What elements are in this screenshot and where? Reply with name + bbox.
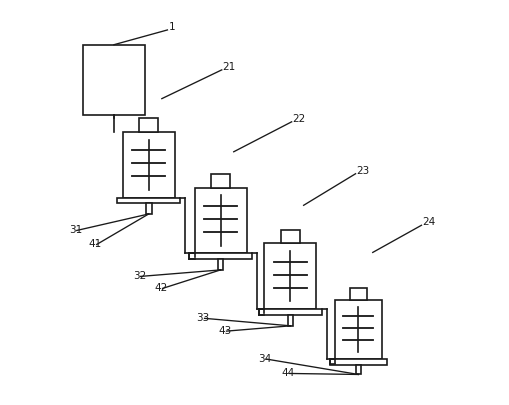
- Bar: [288, 315, 293, 326]
- Bar: [146, 203, 152, 214]
- Bar: [139, 118, 158, 132]
- Text: 24: 24: [422, 217, 436, 228]
- Bar: [218, 259, 223, 270]
- Text: 33: 33: [196, 313, 210, 323]
- Bar: [117, 198, 180, 203]
- Bar: [259, 309, 322, 315]
- Text: 32: 32: [133, 271, 146, 281]
- Bar: [123, 132, 175, 198]
- Text: 44: 44: [281, 369, 295, 378]
- Bar: [265, 243, 317, 309]
- Bar: [189, 254, 252, 259]
- Bar: [330, 360, 387, 365]
- Text: 22: 22: [293, 114, 306, 124]
- Text: 23: 23: [356, 166, 370, 175]
- Text: 42: 42: [155, 284, 168, 293]
- Text: 41: 41: [89, 239, 102, 249]
- Text: 21: 21: [222, 62, 236, 72]
- Bar: [281, 230, 300, 243]
- Bar: [194, 188, 246, 254]
- Text: 34: 34: [259, 354, 272, 364]
- Text: 1: 1: [168, 22, 175, 32]
- Bar: [350, 288, 367, 300]
- Text: 31: 31: [69, 226, 82, 235]
- Text: 43: 43: [218, 326, 232, 336]
- Bar: [335, 300, 382, 360]
- Bar: [83, 45, 145, 115]
- Bar: [211, 174, 230, 188]
- Bar: [356, 365, 361, 375]
